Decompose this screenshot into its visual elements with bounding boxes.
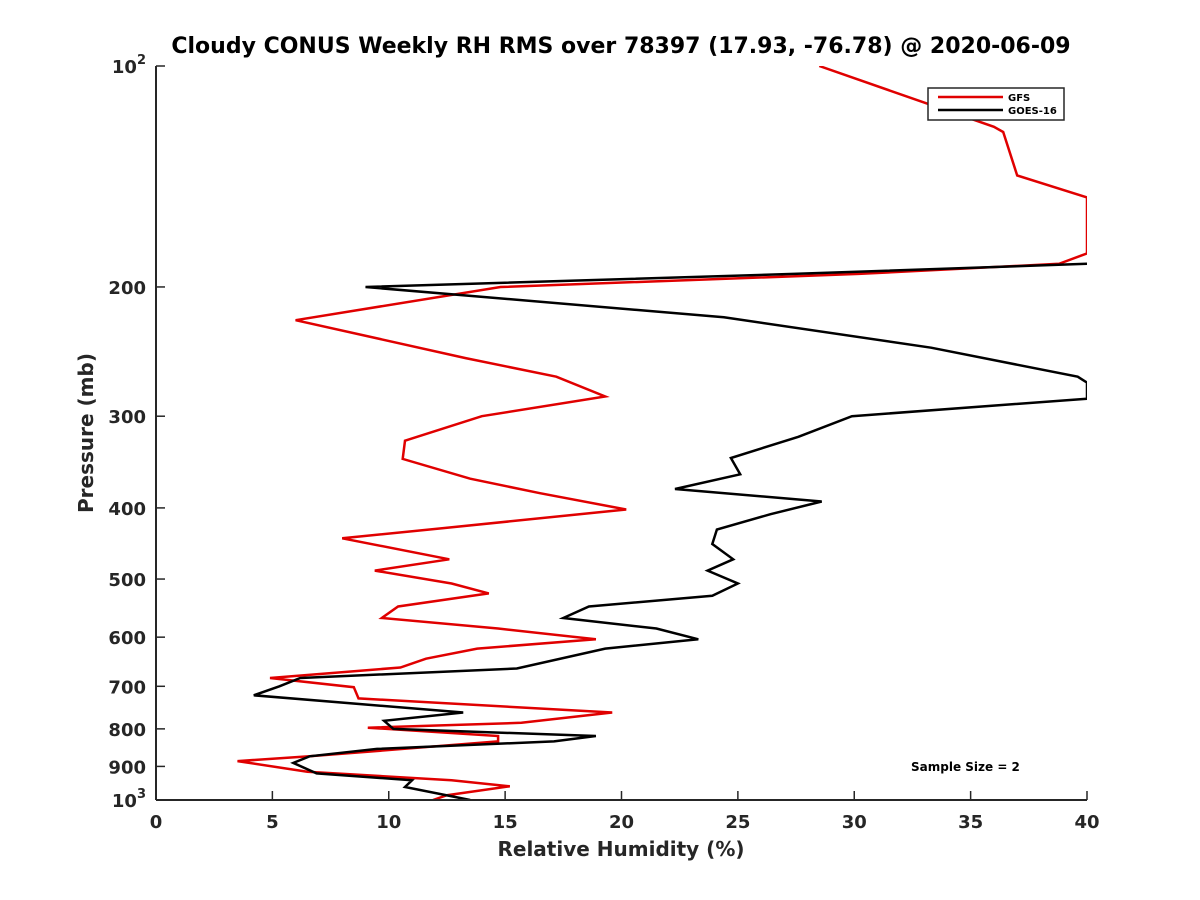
x-ticks: 0 5 10 15 20 25 30 35 40 [150, 791, 1100, 833]
y-tick-label: 600 [108, 628, 146, 649]
chart-title: Cloudy CONUS Weekly RH RMS over 78397 (1… [171, 34, 1070, 59]
y-ticks: 102 200 300 400 500 600 700 800 900 103 [108, 53, 165, 812]
y-tick-label: 900 [108, 757, 146, 778]
y-tick-label: 200 [108, 278, 146, 299]
series-line-gfs [237, 66, 1087, 800]
y-tick-label: 800 [108, 720, 146, 741]
x-tick-label: 15 [493, 812, 518, 833]
y-tick-label: 102 [112, 53, 146, 78]
legend: GFS GOES-16 [927, 87, 1065, 121]
sample-size-annotation: Sample Size = 2 [911, 760, 1020, 774]
y-tick-label: 500 [108, 570, 146, 591]
y-tick-label: 103 [112, 787, 146, 812]
legend-label-gfs: GFS [1008, 93, 1030, 104]
x-axis-label: Relative Humidity (%) [497, 837, 744, 861]
x-tick-label: 25 [725, 812, 750, 833]
x-tick-label: 30 [842, 812, 867, 833]
x-tick-label: 0 [150, 812, 163, 833]
x-tick-label: 35 [958, 812, 983, 833]
legend-label-goes16: GOES-16 [1008, 106, 1057, 117]
plot-series [237, 66, 1087, 800]
legend-box [927, 87, 1065, 121]
x-tick-label: 40 [1074, 812, 1099, 833]
series-line-goes16 [253, 262, 1087, 800]
y-tick-label: 700 [108, 677, 146, 698]
axes [155, 66, 1087, 801]
y-tick-label: 400 [108, 499, 146, 520]
x-tick-label: 10 [376, 812, 401, 833]
y-axis-label: Pressure (mb) [74, 353, 98, 513]
x-tick-label: 20 [609, 812, 634, 833]
y-tick-label: 300 [108, 407, 146, 428]
x-tick-label: 5 [266, 812, 279, 833]
